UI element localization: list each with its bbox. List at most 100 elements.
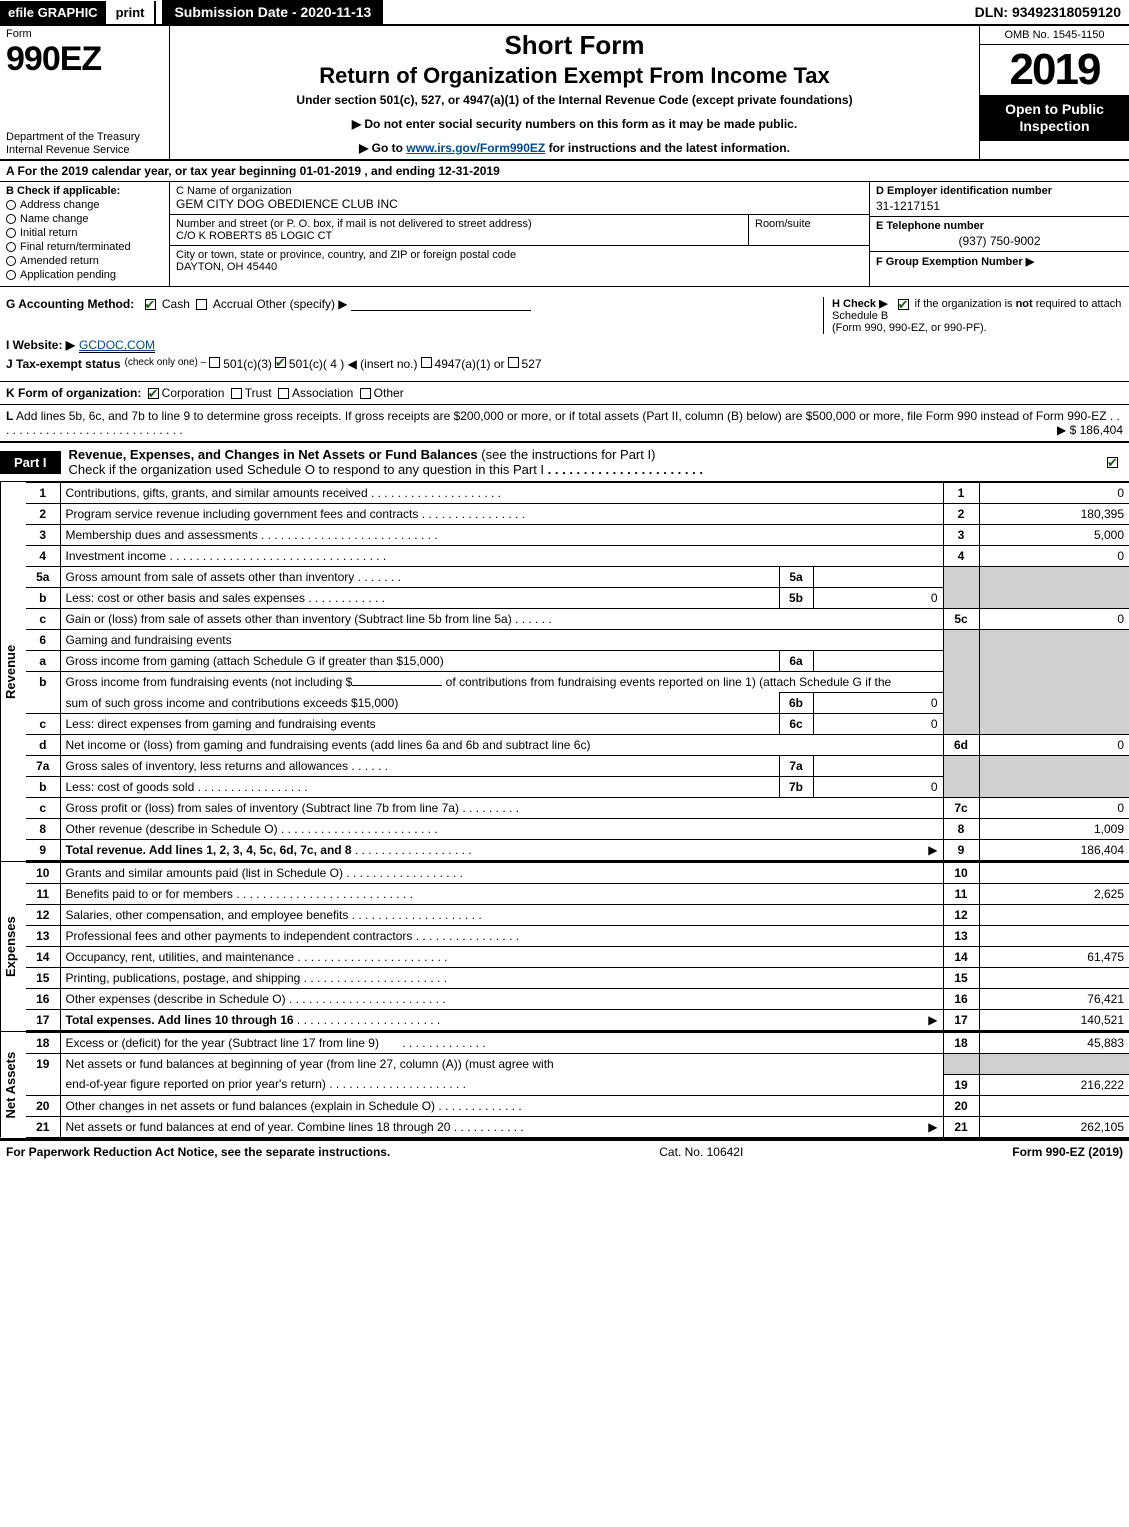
- h-text3: (Form 990, 990-EZ, or 990-PF).: [832, 322, 987, 334]
- chk-cash[interactable]: [145, 299, 156, 310]
- goto-link[interactable]: www.irs.gov/Form990EZ: [406, 141, 545, 155]
- line-5a: 5a Gross amount from sale of assets othe…: [26, 567, 1129, 588]
- side-revenue: Revenue: [0, 482, 26, 861]
- i-lead: I Website: ▶: [6, 338, 75, 352]
- chk-address[interactable]: Address change: [6, 199, 163, 211]
- k-assoc: Association: [292, 386, 353, 400]
- ghij-block: G Accounting Method: Cash Accrual Other …: [0, 287, 1129, 382]
- col-b: B Check if applicable: Address change Na…: [0, 182, 170, 286]
- col-c: C Name of organization GEM CITY DOG OBED…: [170, 182, 869, 286]
- city: DAYTON, OH 45440: [176, 261, 863, 273]
- k-other: Other: [374, 386, 404, 400]
- dln-label: DLN: 93492318059120: [967, 0, 1129, 24]
- part1-paren: (see the instructions for Part I): [481, 447, 655, 462]
- part1-title: Revenue, Expenses, and Changes in Net As…: [61, 443, 711, 481]
- g-other: Other (specify) ▶: [256, 297, 347, 311]
- line-3: 3 Membership dues and assessments . . . …: [26, 525, 1129, 546]
- open-public: Open to Public Inspection: [980, 95, 1129, 141]
- line-21: 21 Net assets or fund balances at end of…: [26, 1116, 1129, 1137]
- chk-trust[interactable]: [231, 388, 242, 399]
- period-row: A For the 2019 calendar year, or tax yea…: [0, 161, 1129, 182]
- l-text: Add lines 5b, 6c, and 7b to line 9 to de…: [16, 409, 1107, 423]
- chk-pending[interactable]: Application pending: [6, 269, 163, 281]
- org-name: GEM CITY DOG OBEDIENCE CLUB INC: [176, 197, 863, 211]
- line-6: 6 Gaming and fundraising events: [26, 630, 1129, 651]
- part1-check-line: Check if the organization used Schedule …: [69, 462, 545, 477]
- line-15: 15 Printing, publications, postage, and …: [26, 968, 1129, 989]
- j-note: (check only one) –: [125, 357, 207, 368]
- line-12: 12 Salaries, other compensation, and emp…: [26, 905, 1129, 926]
- g-accrual: Accrual: [213, 297, 253, 311]
- ein-label: D Employer identification number: [876, 185, 1123, 197]
- chk-final[interactable]: Final return/terminated: [6, 241, 163, 253]
- line-10: 10 Grants and similar amounts paid (list…: [26, 863, 1129, 884]
- footer-right: Form 990-EZ (2019): [1012, 1145, 1123, 1159]
- g-other-blank[interactable]: [351, 299, 531, 311]
- top-bar: efile GRAPHIC print Submission Date - 20…: [0, 0, 1129, 26]
- h-box: H Check ▶ if the organization is not req…: [823, 297, 1123, 334]
- chk-part1-scho[interactable]: [1107, 457, 1118, 468]
- city-block: City or town, state or province, country…: [170, 246, 869, 276]
- ein-block: D Employer identification number 31-1217…: [870, 182, 1129, 217]
- line-6d: d Net income or (loss) from gaming and f…: [26, 735, 1129, 756]
- expenses-table: 10 Grants and similar amounts paid (list…: [26, 862, 1129, 1031]
- form-header: Form 990EZ Department of the Treasury In…: [0, 26, 1129, 161]
- revenue-section: Revenue 1 Contributions, gifts, grants, …: [0, 482, 1129, 862]
- chk-other[interactable]: [360, 388, 371, 399]
- footer-left: For Paperwork Reduction Act Notice, see …: [6, 1145, 390, 1159]
- phone-label: E Telephone number: [876, 220, 1123, 232]
- line-18: 18 Excess or (deficit) for the year (Sub…: [26, 1033, 1129, 1054]
- line-16: 16 Other expenses (describe in Schedule …: [26, 989, 1129, 1010]
- omb-number: OMB No. 1545-1150: [980, 26, 1129, 45]
- efile-label: efile GRAPHIC: [0, 1, 106, 24]
- chk-501c3[interactable]: [209, 357, 220, 368]
- row-j: J Tax-exempt status (check only one) – 5…: [6, 357, 1123, 371]
- group-exemption-block: F Group Exemption Number ▶: [870, 252, 1129, 271]
- row-i: I Website: ▶ GCDOC.COM: [6, 338, 1123, 353]
- chk-h[interactable]: [898, 299, 909, 310]
- chk-initial[interactable]: Initial return: [6, 227, 163, 239]
- street-row: Number and street (or P. O. box, if mail…: [170, 215, 869, 246]
- street-hint: Number and street (or P. O. box, if mail…: [176, 218, 742, 230]
- chk-corp[interactable]: [148, 388, 159, 399]
- chk-assoc[interactable]: [278, 388, 289, 399]
- chk-527[interactable]: [508, 357, 519, 368]
- return-title: Return of Organization Exempt From Incom…: [178, 63, 971, 89]
- header-right: OMB No. 1545-1150 2019 Open to Public In…: [979, 26, 1129, 159]
- chk-501c[interactable]: [275, 357, 286, 368]
- k-corp: Corporation: [162, 386, 225, 400]
- row-g-h: G Accounting Method: Cash Accrual Other …: [6, 297, 1123, 334]
- footer: For Paperwork Reduction Act Notice, see …: [0, 1140, 1129, 1163]
- line-1: 1 Contributions, gifts, grants, and simi…: [26, 483, 1129, 504]
- chk-4947[interactable]: [421, 357, 432, 368]
- j-lead: J Tax-exempt status: [6, 357, 121, 371]
- k-trust: Trust: [245, 386, 272, 400]
- goto-pre: ▶ Go to: [359, 141, 406, 155]
- row-k: K Form of organization: Corporation Trus…: [0, 382, 1129, 405]
- org-name-block: C Name of organization GEM CITY DOG OBED…: [170, 182, 869, 215]
- j-c: 4947(a)(1) or: [435, 357, 505, 371]
- org-name-hint: C Name of organization: [176, 185, 863, 197]
- part1-bar: Part I Revenue, Expenses, and Changes in…: [0, 443, 1129, 482]
- line-19a: 19 Net assets or fund balances at beginn…: [26, 1054, 1129, 1075]
- netassets-section: Net Assets 18 Excess or (deficit) for th…: [0, 1032, 1129, 1140]
- department: Department of the Treasury Internal Reve…: [6, 131, 163, 157]
- h-not: not: [1016, 298, 1033, 310]
- website-link[interactable]: GCDOC.COM: [79, 338, 155, 353]
- line-14: 14 Occupancy, rent, utilities, and maint…: [26, 947, 1129, 968]
- part1-label: Part I: [0, 451, 61, 474]
- goto-post: for instructions and the latest informat…: [549, 141, 790, 155]
- street-block: Number and street (or P. O. box, if mail…: [170, 215, 749, 245]
- print-label[interactable]: print: [106, 1, 157, 24]
- chk-amended[interactable]: Amended return: [6, 255, 163, 267]
- line-5c: c Gain or (loss) from sale of assets oth…: [26, 609, 1129, 630]
- g-cash: Cash: [162, 297, 190, 311]
- chk-accrual[interactable]: [196, 299, 207, 310]
- street: C/O K ROBERTS 85 LOGIC CT: [176, 230, 742, 242]
- part1-title-text: Revenue, Expenses, and Changes in Net As…: [69, 447, 478, 462]
- ein-value: 31-1217151: [876, 197, 1123, 213]
- footer-mid: Cat. No. 10642I: [659, 1145, 743, 1159]
- header-mid: Short Form Return of Organization Exempt…: [170, 26, 979, 159]
- chk-name[interactable]: Name change: [6, 213, 163, 225]
- expenses-section: Expenses 10 Grants and similar amounts p…: [0, 862, 1129, 1032]
